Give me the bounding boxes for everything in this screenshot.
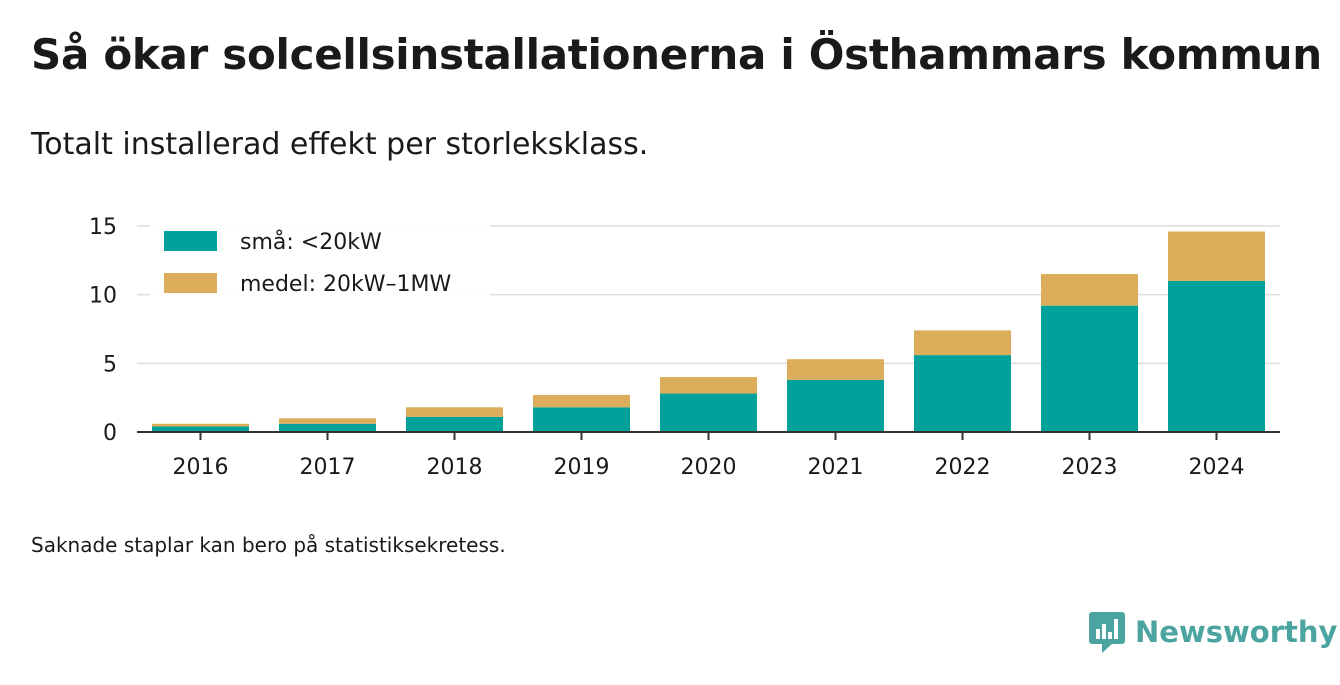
x-tick-label: 2019 bbox=[554, 455, 610, 480]
y-tick-label: 10 bbox=[89, 284, 117, 309]
newsworthy-logo-icon bbox=[1089, 612, 1125, 653]
x-tick-label: 2020 bbox=[681, 455, 737, 480]
x-tick-label: 2023 bbox=[1062, 455, 1118, 480]
brand-name: Newsworthy bbox=[1135, 615, 1338, 649]
x-tick-label: 2018 bbox=[427, 455, 483, 480]
bar-sma[interactable] bbox=[279, 423, 376, 432]
bar-medel[interactable] bbox=[660, 377, 757, 394]
bar-sma[interactable] bbox=[1041, 305, 1138, 432]
x-tick-label: 2017 bbox=[300, 455, 356, 480]
chart-title: Så ökar solcellsinstallationerna i Östha… bbox=[31, 30, 1322, 79]
bar-sma[interactable] bbox=[152, 426, 249, 432]
legend-swatch bbox=[164, 273, 217, 293]
bar-sma[interactable] bbox=[1168, 280, 1265, 432]
x-tick-label: 2021 bbox=[808, 455, 864, 480]
x-tick-label: 2016 bbox=[173, 455, 229, 480]
bar-sma[interactable] bbox=[660, 393, 757, 432]
chart-area: 0 5 10 15 2016 2017 2018 2019 2020 2021 2022 2023 20… bbox=[89, 215, 1280, 480]
bar-medel[interactable] bbox=[533, 394, 630, 408]
stacked-bar-chart: 0 5 10 15 2016 2017 2018 2019 2020 2021 2022 2023 20… bbox=[89, 215, 1280, 480]
bar-medel[interactable] bbox=[787, 359, 884, 380]
brand-logo[interactable]: Newsworthy bbox=[1088, 610, 1337, 654]
legend-label: medel: 20kW–1MW bbox=[240, 272, 451, 297]
bar-medel[interactable] bbox=[152, 423, 249, 427]
bar-medel[interactable] bbox=[1168, 231, 1265, 281]
bar-medel[interactable] bbox=[1041, 274, 1138, 306]
y-tick-label: 0 bbox=[103, 421, 117, 446]
x-tick-label: 2024 bbox=[1189, 455, 1245, 480]
bar-sma[interactable] bbox=[406, 416, 503, 432]
bar-sma[interactable] bbox=[787, 379, 884, 432]
footnote: Saknade staplar kan bero på statistiksek… bbox=[31, 533, 506, 557]
y-tick-label: 15 bbox=[89, 215, 117, 240]
bar-medel[interactable] bbox=[914, 330, 1011, 356]
legend-label: små: <20kW bbox=[240, 229, 382, 255]
bar-sma[interactable] bbox=[533, 407, 630, 432]
legend-swatch bbox=[164, 231, 217, 251]
y-tick-label: 5 bbox=[103, 352, 117, 377]
bar-medel[interactable] bbox=[279, 418, 376, 424]
bar-sma[interactable] bbox=[914, 355, 1011, 432]
bar-medel[interactable] bbox=[406, 407, 503, 417]
x-tick-label: 2022 bbox=[935, 455, 991, 480]
chart-subtitle: Totalt installerad effekt per storlekskl… bbox=[31, 127, 649, 162]
